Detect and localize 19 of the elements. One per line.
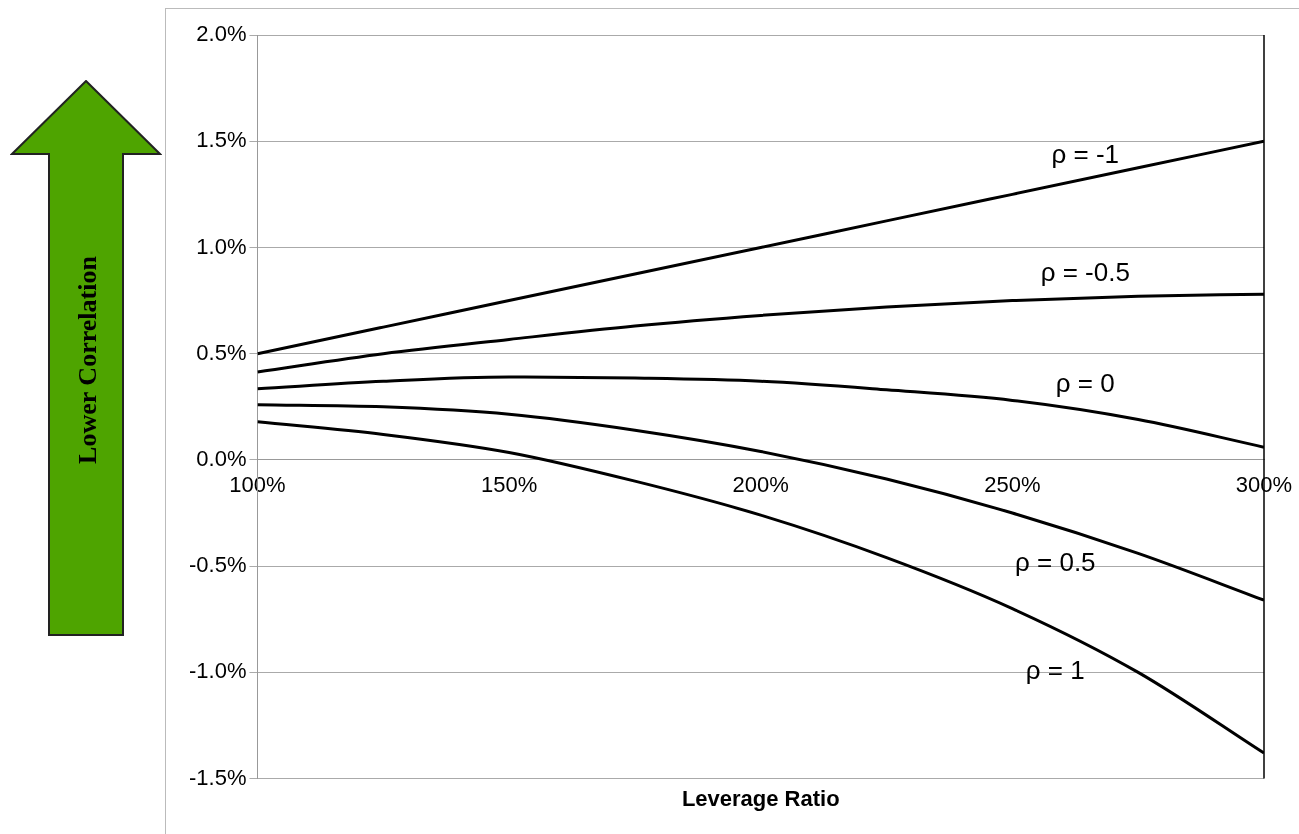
y-tick-label: -0.5% (188, 552, 247, 578)
y-tick-label: 1.0% (196, 233, 247, 259)
y-tick-label: 0.5% (196, 339, 247, 365)
y-tick-label: -1.0% (188, 658, 247, 684)
series-label: ρ = 0.5 (1014, 547, 1096, 578)
x-tick-label: 250% (984, 472, 1041, 498)
text: Lower Correlation (73, 255, 103, 466)
y-tick-label: -1.5% (188, 764, 247, 790)
series-label: ρ = -1 (1051, 139, 1120, 170)
x-tick-label: 150% (480, 472, 538, 498)
x-axis-title: Leverage Ratio (681, 785, 840, 811)
series-label: ρ = 1 (1025, 654, 1085, 685)
y-tick-label: 1.5% (196, 127, 247, 153)
x-tick-label: 100% (229, 472, 286, 498)
y-tick-label: 0.0% (196, 445, 247, 471)
x-tick-label: 200% (732, 472, 789, 498)
series-label: ρ = 0 (1055, 368, 1115, 399)
series-label: ρ = -0.5 (1040, 256, 1130, 287)
y-tick-label: 2.0% (196, 21, 247, 47)
